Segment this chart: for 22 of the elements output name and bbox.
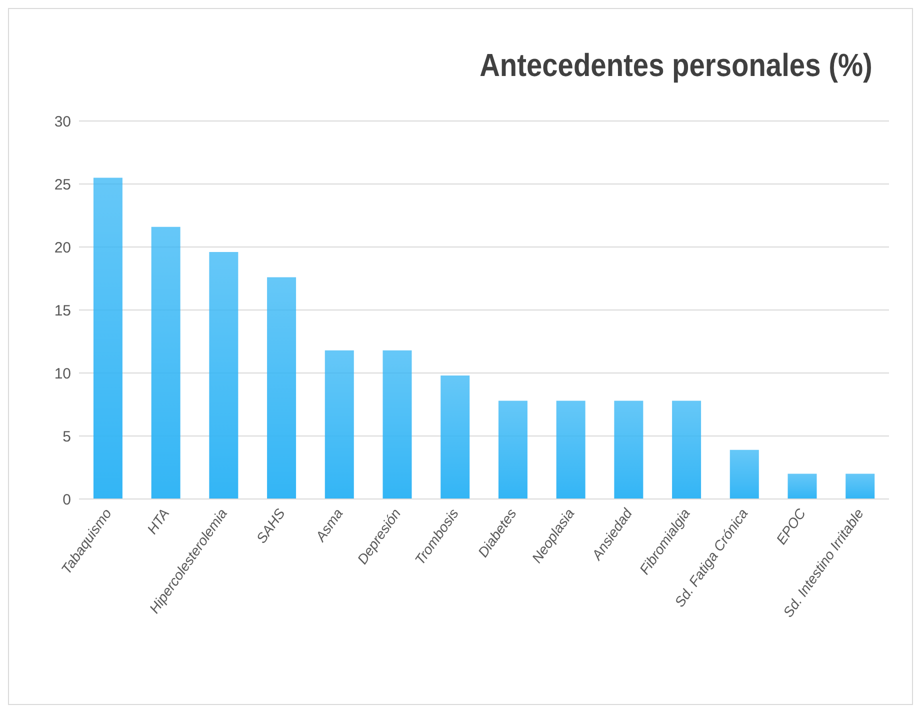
bar [324,350,354,499]
y-tick-label: 30 [54,113,71,130]
bar [382,350,412,499]
y-tick-label: 20 [54,239,71,256]
bar [672,400,702,499]
bar [846,474,875,499]
bar [267,277,296,499]
bar [440,376,470,499]
bar [209,252,238,499]
bar [93,178,122,499]
chart-title: Antecedentes personales (%) [479,47,872,84]
bar [151,226,180,499]
bar [614,400,644,499]
y-tick-label: 5 [62,428,71,446]
y-tick-label: 15 [54,302,71,320]
bar [498,400,528,499]
bar [730,450,759,499]
y-tick-label: 25 [54,176,71,194]
bar [556,400,586,499]
y-tick-label: 0 [62,491,71,508]
bar [788,474,817,499]
y-tick-label: 10 [54,365,71,382]
